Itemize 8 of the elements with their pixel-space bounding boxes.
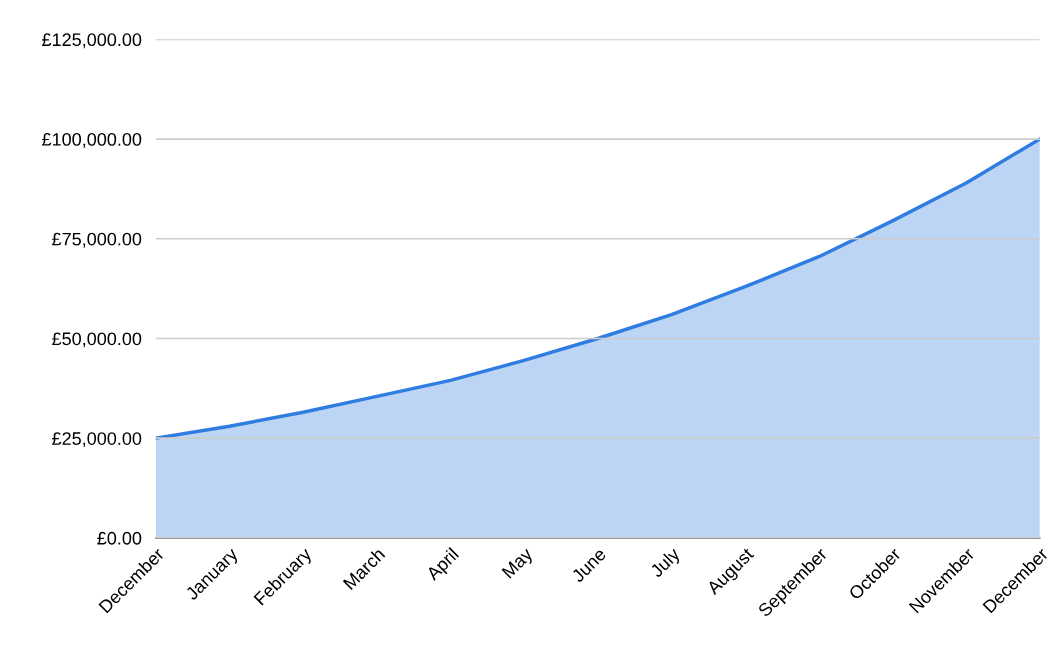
y-tick-label: £50,000.00 bbox=[52, 332, 142, 348]
y-tick-label: £100,000.00 bbox=[42, 133, 142, 148]
y-tick-label: £25,000.00 bbox=[52, 432, 142, 448]
y-tick-label: £75,000.00 bbox=[52, 232, 142, 248]
x-tick-label: May bbox=[501, 546, 537, 582]
x-tick-label: July bbox=[649, 546, 684, 581]
y-tick-label: £0.00 bbox=[97, 531, 142, 545]
y-tick-label: £125,000.00 bbox=[42, 33, 142, 49]
